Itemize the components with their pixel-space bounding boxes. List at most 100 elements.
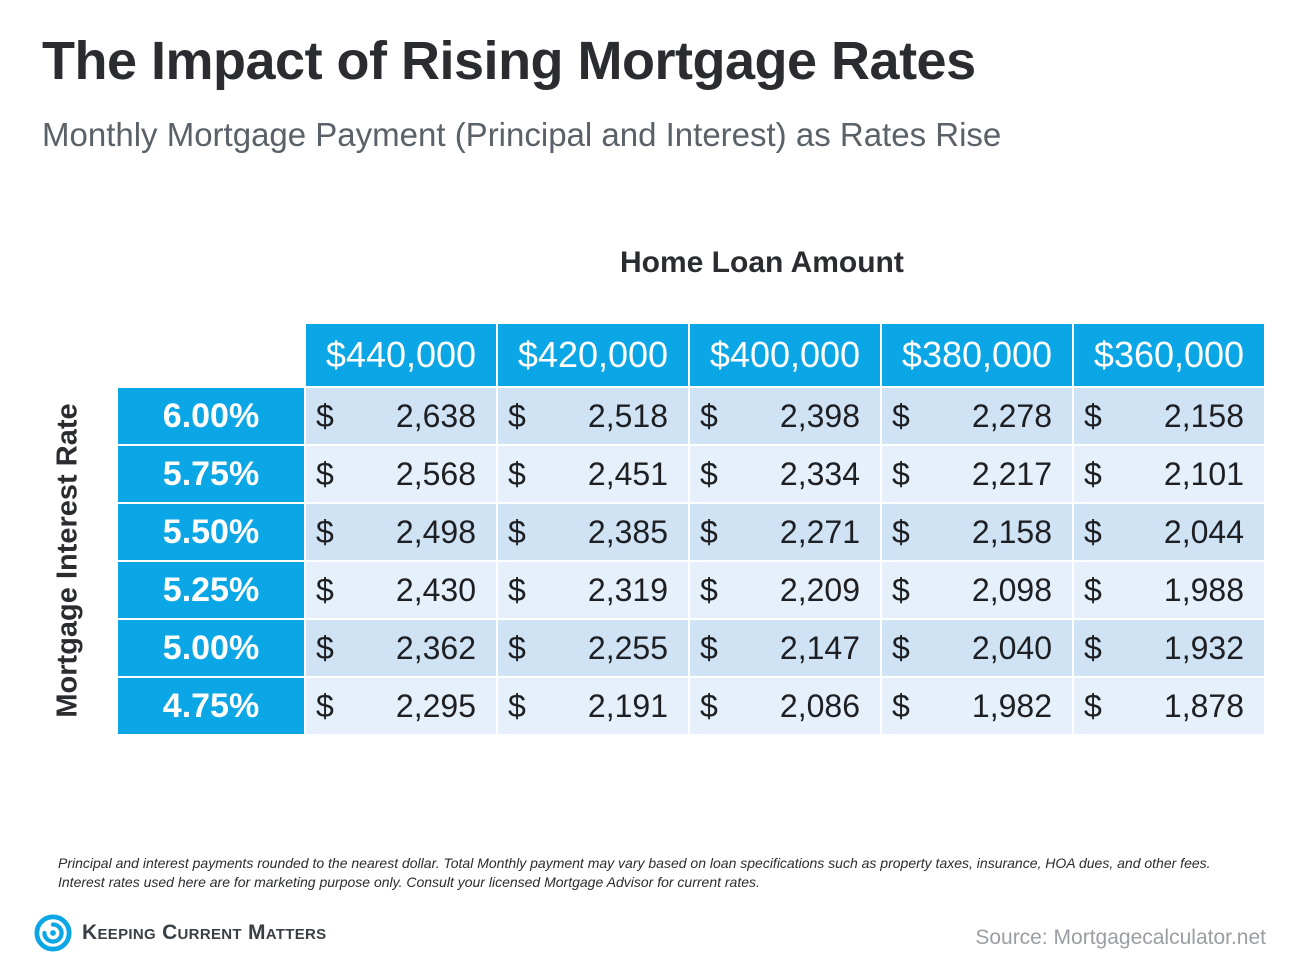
payment-cell: $2,638 [306,388,496,444]
currency-symbol: $ [700,513,718,550]
payment-amount: 2,568 [395,455,476,492]
currency-symbol: $ [892,571,910,608]
currency-symbol: $ [316,629,334,666]
interest-rate-cell: 5.75% [118,446,304,502]
company-logo: Keeping Current Matters [34,914,326,952]
payment-amount: 2,101 [1163,455,1244,492]
currency-symbol: $ [700,397,718,434]
currency-symbol: $ [316,397,334,434]
row-axis-label: Mortgage Interest Rate [51,402,84,718]
page-title: The Impact of Rising Mortgage Rates [42,31,976,91]
payment-cell: $2,319 [498,562,688,618]
interest-rate-cell: 4.75% [118,678,304,734]
interest-rate-cell: 5.00% [118,620,304,676]
payment-cell: $2,271 [690,504,880,560]
payment-amount: 2,217 [971,455,1052,492]
table-corner-cell [118,324,304,386]
payment-amount: 2,191 [587,687,668,724]
payment-amount: 2,518 [587,397,668,434]
payment-cell: $1,988 [1074,562,1264,618]
currency-symbol: $ [1084,397,1102,434]
payment-cell: $1,878 [1074,678,1264,734]
page-subtitle: Monthly Mortgage Payment (Principal and … [42,116,1002,153]
logo-text: Keeping Current Matters [82,921,327,944]
payment-cell: $2,498 [306,504,496,560]
payment-amount: 2,295 [395,687,476,724]
payment-cell: $2,362 [306,620,496,676]
currency-symbol: $ [1084,513,1102,550]
payment-amount: 2,319 [587,571,668,608]
payment-amount: 1,878 [1163,687,1244,724]
payment-amount: 1,988 [1163,571,1244,608]
column-header: $380,000 [882,324,1072,386]
payment-cell: $2,255 [498,620,688,676]
currency-symbol: $ [316,571,334,608]
payment-cell: $2,147 [690,620,880,676]
currency-symbol: $ [508,397,526,434]
currency-symbol: $ [508,687,526,724]
payment-amount: 2,498 [395,513,476,550]
payment-cell: $2,518 [498,388,688,444]
row-axis-label-container: Mortgage Interest Rate [40,384,96,736]
currency-symbol: $ [1084,455,1102,492]
currency-symbol: $ [892,455,910,492]
currency-symbol: $ [1084,629,1102,666]
currency-symbol: $ [1084,687,1102,724]
payment-amount: 1,932 [1163,629,1244,666]
payment-cell: $2,086 [690,678,880,734]
payment-amount: 2,334 [779,455,860,492]
payment-amount: 2,278 [971,397,1052,434]
payment-amount: 2,158 [971,513,1052,550]
payment-cell: $2,217 [882,446,1072,502]
payment-amount: 2,044 [1163,513,1244,550]
payment-amount: 2,271 [779,513,860,550]
payment-cell: $2,040 [882,620,1072,676]
currency-symbol: $ [316,455,334,492]
payment-amount: 2,147 [779,629,860,666]
currency-symbol: $ [892,397,910,434]
payment-amount: 2,158 [1163,397,1244,434]
table-row: 5.25% $2,430 $2,319 $2,209 $2,098 $1,988 [118,562,1264,618]
column-group-label: Home Loan Amount [620,246,904,279]
payment-cell: $1,982 [882,678,1072,734]
interest-rate-cell: 5.50% [118,504,304,560]
mortgage-payment-table: $440,000 $420,000 $400,000 $380,000 $360… [116,322,1266,736]
interest-rate-cell: 6.00% [118,388,304,444]
payment-cell: $2,295 [306,678,496,734]
payment-cell: $2,398 [690,388,880,444]
payment-amount: 1,982 [971,687,1052,724]
table-header-row: $440,000 $420,000 $400,000 $380,000 $360… [118,324,1264,386]
interest-rate-cell: 5.25% [118,562,304,618]
currency-symbol: $ [508,571,526,608]
payment-amount: 2,086 [779,687,860,724]
currency-symbol: $ [508,455,526,492]
footnote: Principal and interest payments rounded … [58,855,1211,890]
currency-symbol: $ [508,513,526,550]
source-credit: Source: Mortgagecalculator.net [975,926,1266,949]
payment-cell: $2,334 [690,446,880,502]
payment-cell: $2,209 [690,562,880,618]
currency-symbol: $ [508,629,526,666]
currency-symbol: $ [700,455,718,492]
payment-amount: 2,398 [779,397,860,434]
payment-cell: $2,158 [1074,388,1264,444]
payment-cell: $2,278 [882,388,1072,444]
currency-symbol: $ [892,629,910,666]
table-body: 6.00% $2,638 $2,518 $2,398 $2,278 $2,158 5.75%… [118,388,1264,734]
payment-amount: 2,040 [971,629,1052,666]
payment-cell: $2,430 [306,562,496,618]
column-header: $420,000 [498,324,688,386]
payment-amount: 2,209 [779,571,860,608]
payment-amount: 2,638 [395,397,476,434]
payment-amount: 2,255 [587,629,668,666]
column-header: $400,000 [690,324,880,386]
payment-amount: 2,362 [395,629,476,666]
table-row: 6.00% $2,638 $2,518 $2,398 $2,278 $2,158 [118,388,1264,444]
table-row: 5.00% $2,362 $2,255 $2,147 $2,040 $1,932 [118,620,1264,676]
payment-cell: $2,101 [1074,446,1264,502]
kcm-swirl-logo-icon [34,914,72,952]
payment-amount: 2,385 [587,513,668,550]
payment-cell: $2,044 [1074,504,1264,560]
currency-symbol: $ [316,687,334,724]
currency-symbol: $ [700,687,718,724]
